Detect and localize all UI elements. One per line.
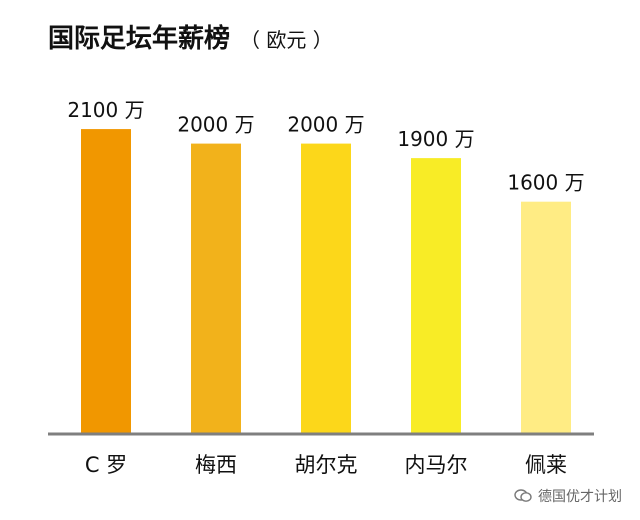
bar-3	[411, 158, 461, 434]
watermark: 德国优才计划	[514, 486, 622, 506]
bar-4	[521, 201, 571, 434]
bar-1	[191, 143, 241, 434]
value-labels-layer: 2100 万 2000 万 2000 万 1900 万 1600 万	[67, 98, 584, 195]
bar-0	[81, 129, 131, 434]
category-label-3: 内马尔	[405, 453, 468, 477]
category-label-1: 梅西	[195, 453, 237, 477]
chart-title-wrap: 国际足坛年薪榜 （ 欧元 ）	[48, 18, 333, 55]
bar-2	[301, 143, 351, 434]
value-label-1: 2000 万	[177, 113, 254, 137]
bars-layer	[81, 129, 571, 434]
chart-unit-label: （ 欧元 ）	[240, 28, 333, 52]
value-label-0: 2100 万	[67, 98, 144, 122]
chart-title: 国际足坛年薪榜	[48, 24, 231, 54]
value-label-3: 1900 万	[397, 127, 474, 151]
wechat-icon	[514, 489, 532, 502]
category-label-4: 佩莱	[525, 453, 567, 477]
value-label-2: 2000 万	[287, 113, 364, 137]
category-label-2: 胡尔克	[295, 453, 358, 477]
watermark-text: 德国优才计划	[538, 489, 622, 505]
category-label-0: C 罗	[85, 453, 127, 477]
value-label-4: 1600 万	[507, 171, 584, 195]
category-labels-layer: C 罗 梅西 胡尔克 内马尔 佩莱	[85, 453, 567, 477]
